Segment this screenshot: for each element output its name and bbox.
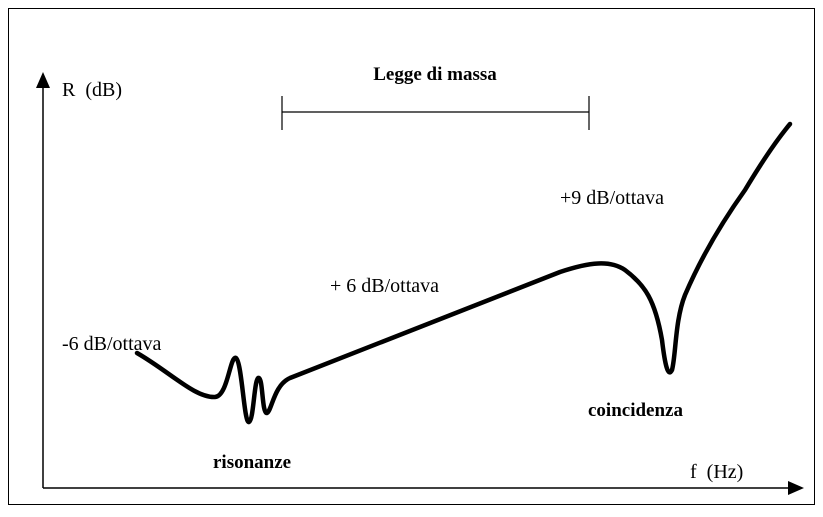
y-axis-arrow bbox=[36, 72, 50, 88]
annotation: risonanze bbox=[213, 452, 291, 473]
annotation: -6 dB/ottava bbox=[62, 333, 162, 355]
y-axis-label: R (dB) bbox=[62, 79, 122, 101]
annotation: + 6 dB/ottava bbox=[330, 275, 439, 297]
frame bbox=[8, 8, 815, 505]
annotation: +9 dB/ottava bbox=[560, 187, 664, 209]
bracket-label: Legge di massa bbox=[373, 64, 497, 85]
transmission-curve bbox=[134, 121, 793, 425]
x-axis-label: f (Hz) bbox=[690, 461, 743, 483]
annotation: coincidenza bbox=[588, 400, 683, 421]
x-axis-arrow bbox=[788, 481, 804, 495]
